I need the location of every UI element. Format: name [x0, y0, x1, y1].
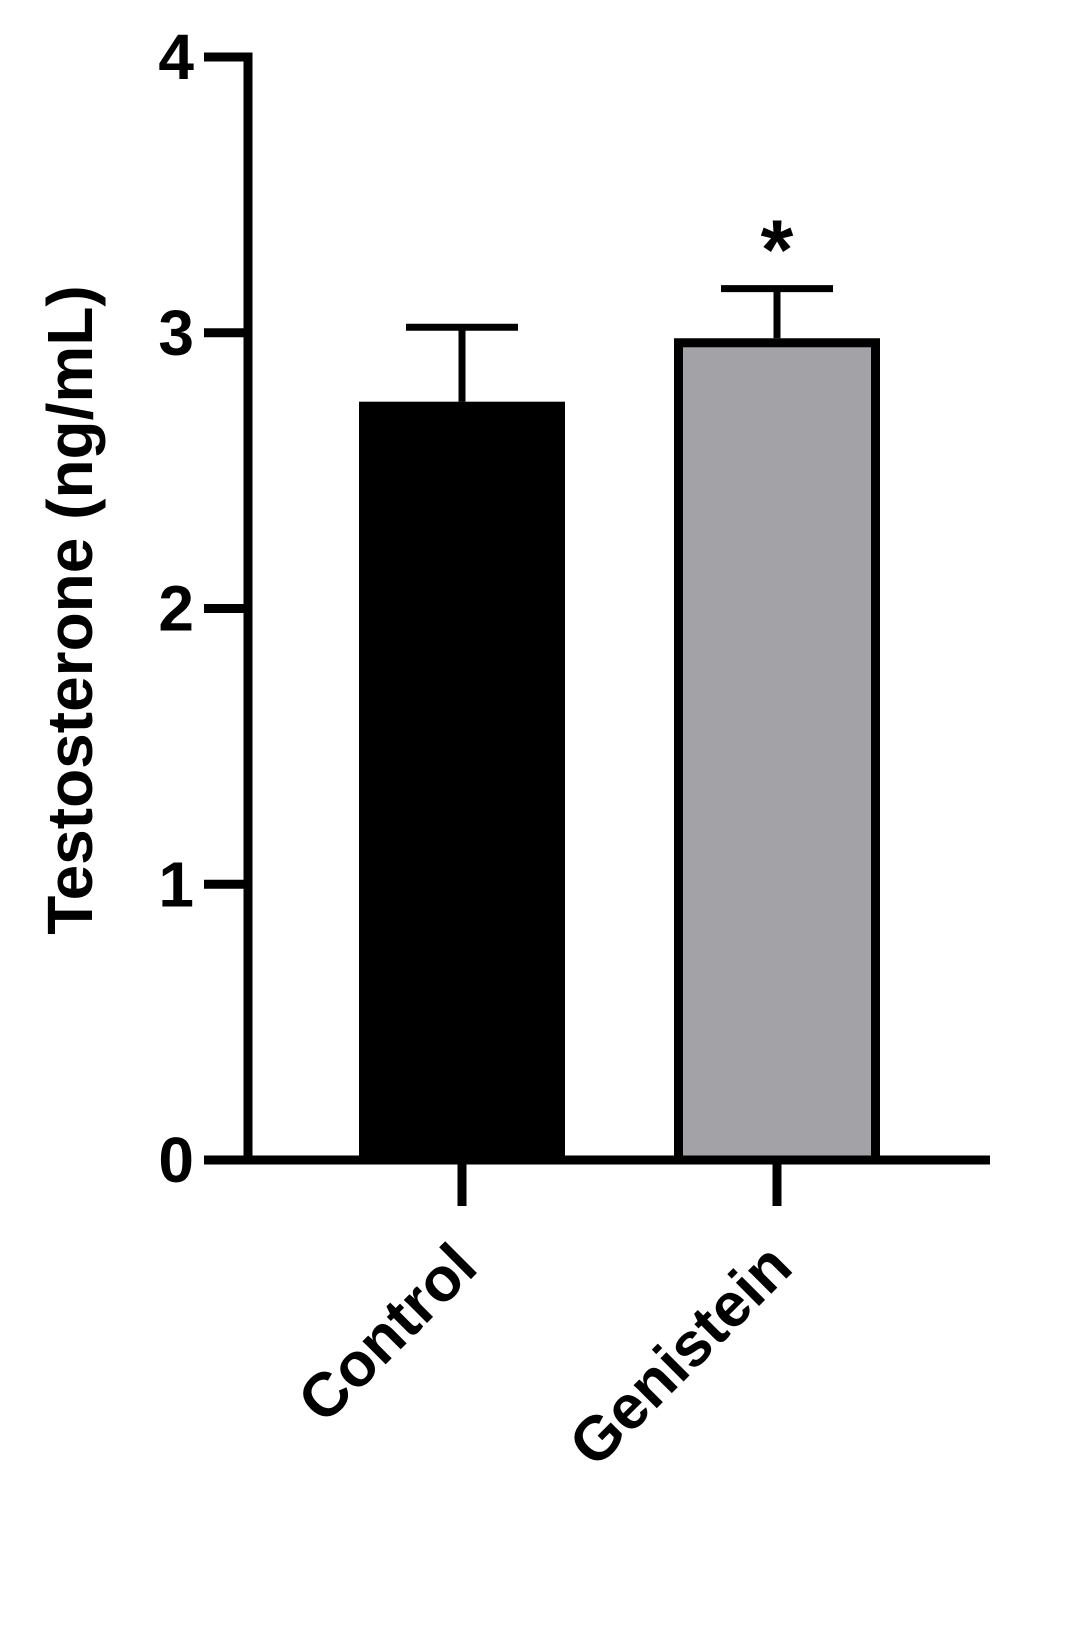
x-tick-label: Genistein — [556, 1231, 805, 1480]
x-tick-label: Control — [285, 1231, 490, 1436]
bar — [674, 338, 880, 1165]
bar — [359, 401, 565, 1165]
y-tick-label: 4 — [158, 21, 194, 93]
significance-label: * — [761, 203, 794, 297]
y-tick-label: 1 — [158, 848, 194, 920]
y-axis-label: Testosterone (ng/mL) — [34, 285, 106, 935]
y-tick-label: 3 — [158, 297, 194, 369]
y-tick-label: 2 — [158, 573, 194, 645]
y-tick-label: 0 — [158, 1124, 194, 1196]
